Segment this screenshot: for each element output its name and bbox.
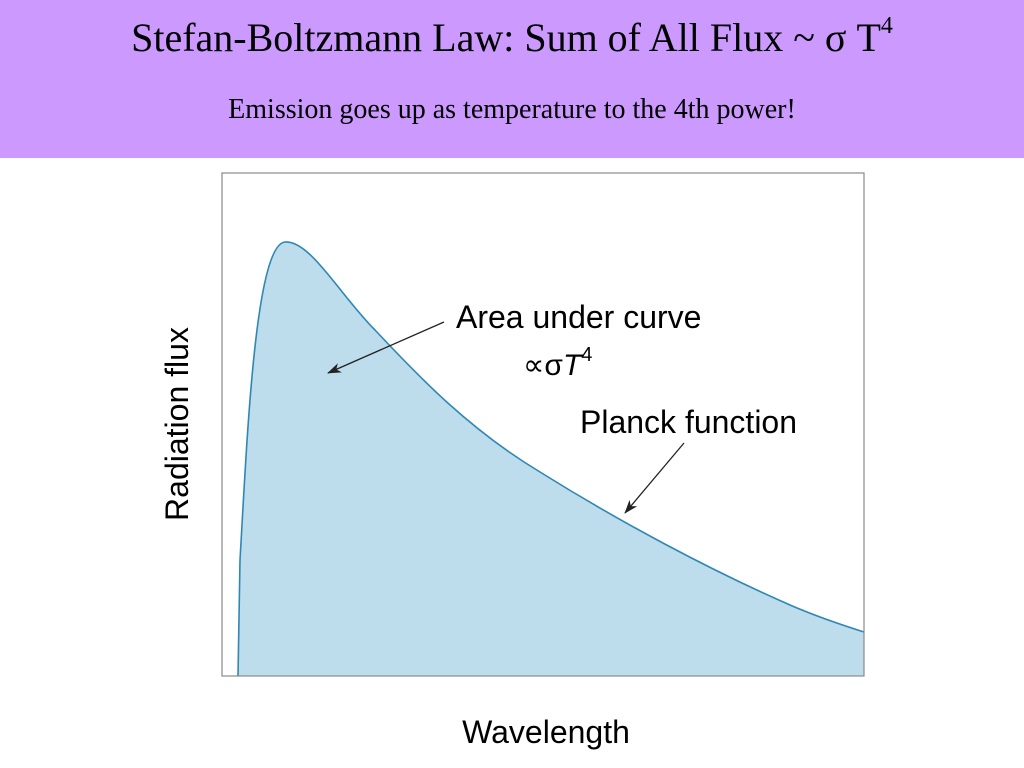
area-arrow [327,321,445,374]
slide-subtitle: Emission goes up as temperature to the 4… [228,94,796,125]
area-annotation-formula: ∝σT4 [523,344,592,382]
title-banner [0,0,1024,158]
area-annotation-var: T [563,349,584,382]
area-annotation-exponent: 4 [581,344,592,366]
slide-title-exponent: 4 [880,12,893,39]
curve-arrow [624,442,685,514]
plot-frame [221,172,865,677]
area-annotation-symbol: ∝σ [523,349,563,382]
curve-annotation: Planck function [580,404,797,440]
y-axis-label: Radiation flux [159,327,195,521]
area-under-curve [238,241,864,676]
planck-figure: Area under curve ∝σT4 Planck function Wa… [159,172,865,750]
slide-title: Stefan-Boltzmann Law: Sum of All Flux ~ … [0,14,1024,62]
area-annotation-line1: Area under curve [456,299,701,335]
x-axis-label: Wavelength [462,714,630,750]
planck-curve [237,241,865,677]
slide-title-text: Stefan-Boltzmann Law: Sum of All Flux ~ … [131,15,881,60]
